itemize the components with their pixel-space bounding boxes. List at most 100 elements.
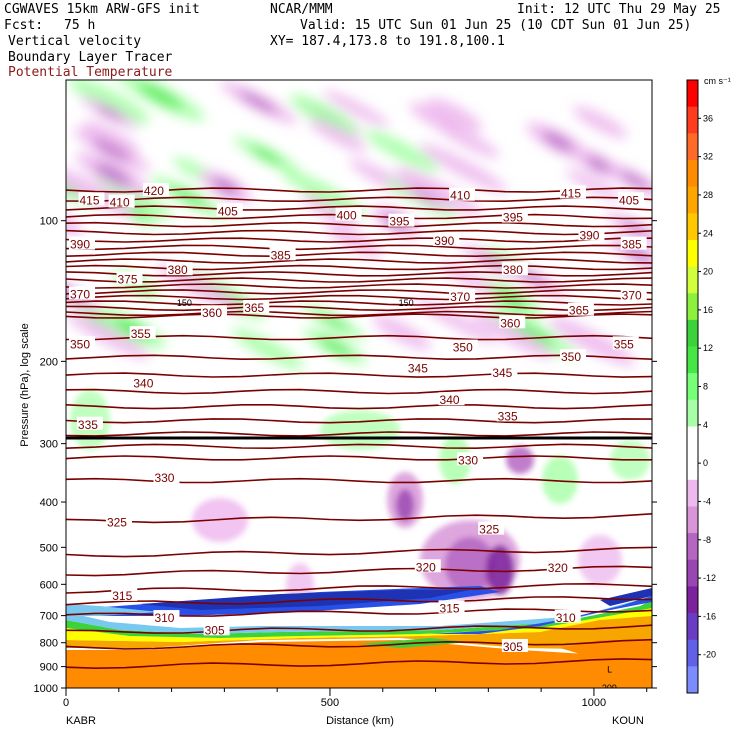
potential-temperature-label: 315 xyxy=(112,589,132,603)
y-tick-label: 500 xyxy=(40,542,58,554)
model-title: CGWAVES 15km ARW-GFS init xyxy=(4,2,200,17)
isentrope xyxy=(66,624,652,634)
contour-label: 209 xyxy=(602,683,617,693)
colorbar-label: 28 xyxy=(703,190,713,200)
isentrope xyxy=(66,305,652,312)
x-axis: 0 500 1000 xyxy=(63,688,648,709)
wave-core xyxy=(250,145,284,165)
isentrope xyxy=(66,237,652,243)
potential-temperature-label: 385 xyxy=(271,248,291,262)
isentrope xyxy=(66,294,652,301)
wave-band xyxy=(83,121,139,154)
isentrope xyxy=(66,271,652,277)
y-tick-label: 900 xyxy=(40,662,58,674)
right-station-label: KOUN xyxy=(612,715,644,727)
isentrope xyxy=(66,354,652,361)
colorbar-swatch xyxy=(687,559,698,587)
wave-core xyxy=(542,131,575,152)
potential-temperature-label: 380 xyxy=(168,263,188,277)
label-backdrop xyxy=(216,203,243,217)
label-backdrop xyxy=(620,287,647,301)
label-backdrop xyxy=(567,302,594,316)
wave-band xyxy=(323,90,390,127)
isentrope xyxy=(66,443,652,450)
colorbar-swatch xyxy=(687,186,698,214)
wave-band xyxy=(66,312,150,360)
potential-temperature-label: 370 xyxy=(622,289,642,303)
y-axis: 100 200 300 400 500 600 700 800 900 1000 xyxy=(34,216,657,695)
init-time: Init: 12 UTC Thu 29 May 25 xyxy=(517,2,721,17)
potential-temperature-label: 355 xyxy=(614,337,634,351)
colorbar-swatch xyxy=(687,346,698,374)
label-backdrop xyxy=(433,233,460,247)
isentrope xyxy=(66,300,652,306)
potential-temperature-label: 390 xyxy=(579,228,599,242)
field-boundary-layer-tracer: Boundary Layer Tracer xyxy=(8,50,173,65)
potential-temperature-label: 420 xyxy=(144,184,164,198)
potential-temperature-label: 305 xyxy=(503,640,523,654)
wave-band xyxy=(68,80,150,124)
label-backdrop xyxy=(559,349,586,363)
potential-temperature-label: 360 xyxy=(202,306,222,320)
potential-temperature-label: 400 xyxy=(337,208,357,222)
isentrope xyxy=(66,513,652,524)
wave-band xyxy=(308,119,367,153)
potential-temperature-label: 365 xyxy=(244,301,264,315)
potential-temperature-label: 305 xyxy=(205,623,225,637)
y-tick-label: 700 xyxy=(40,611,58,623)
y-tick-label: 300 xyxy=(40,439,58,451)
colorbar-label: 24 xyxy=(703,228,713,238)
wave-core xyxy=(616,169,650,190)
label-backdrop xyxy=(116,271,143,285)
y-tick-label: 200 xyxy=(40,356,58,368)
wave-band xyxy=(426,98,483,132)
contour-label: L xyxy=(607,664,612,674)
isentrope xyxy=(66,264,652,271)
potential-temperature-label: 325 xyxy=(479,523,499,537)
potential-temperature-label: 350 xyxy=(453,341,473,355)
label-backdrop xyxy=(111,587,138,601)
label-backdrop xyxy=(499,315,526,329)
label-backdrop xyxy=(153,470,180,484)
colorbar-swatch xyxy=(687,266,698,294)
colorbar-swatch xyxy=(687,373,698,401)
y-tick-label: 1000 xyxy=(34,683,58,695)
isentrope xyxy=(66,310,652,317)
forecast-label: Fcst: xyxy=(4,18,44,33)
label-backdrop xyxy=(414,559,441,573)
colorbar-label: -20 xyxy=(703,650,716,660)
label-backdrop xyxy=(142,183,169,197)
wave-band xyxy=(548,316,636,366)
wave-band xyxy=(395,167,482,216)
potential-temperature-label: 415 xyxy=(80,193,100,207)
label-backdrop xyxy=(501,262,528,276)
wave-core xyxy=(92,138,131,161)
label-backdrop xyxy=(166,262,193,276)
label-backdrop xyxy=(438,600,465,614)
isentrope xyxy=(66,229,652,236)
wave-core xyxy=(620,219,652,238)
colorbar-label: 20 xyxy=(703,267,713,277)
colorbar: 36 32 28 24 20 16 12 8 4 0 -4 -8 -12 -16 -20 xyxy=(686,79,716,694)
isentrope xyxy=(66,196,652,203)
label-backdrop xyxy=(451,339,478,353)
isentrope xyxy=(66,546,652,558)
y-tick-label: 800 xyxy=(40,638,58,650)
colorbar-swatch xyxy=(687,239,698,268)
colorbar-swatch xyxy=(687,479,698,507)
contour-label: 150 xyxy=(399,298,414,308)
potential-temperature-label: 355 xyxy=(131,327,151,341)
isentrope xyxy=(66,289,652,295)
plot-frame xyxy=(65,79,653,689)
plot-area: 420 415 410 405 400 410 395 390 395 415 405 390 385 3… xyxy=(66,80,652,693)
label-backdrop xyxy=(478,521,505,535)
potential-temperature-label: 350 xyxy=(70,337,90,351)
colorbar-swatch xyxy=(687,613,698,641)
y-tick-label: 100 xyxy=(40,216,58,228)
isentrope xyxy=(66,205,652,211)
isentrope xyxy=(66,658,652,670)
wave-core xyxy=(319,337,351,356)
isentrope xyxy=(66,313,652,319)
label-backdrop xyxy=(132,375,159,389)
x-tick-label: 0 xyxy=(63,697,69,709)
